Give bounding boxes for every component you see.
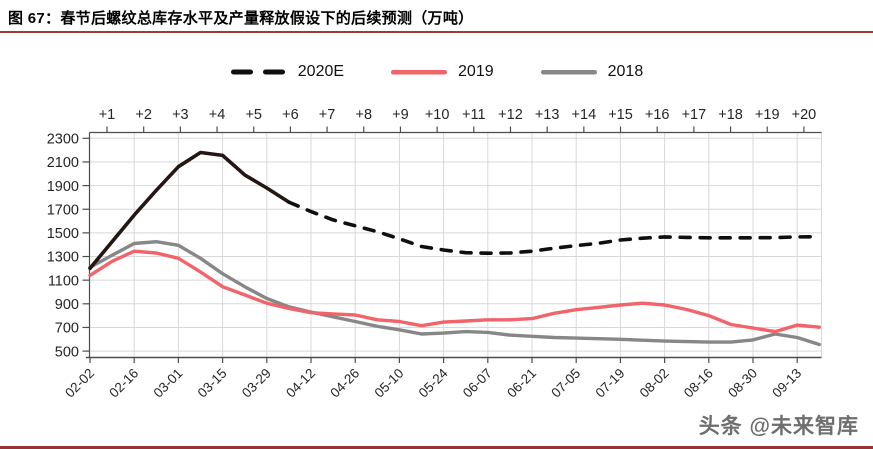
- x-axis-label: 08-30: [725, 366, 760, 401]
- top-axis-label: +13: [535, 107, 560, 123]
- series-line-2020e-forecast: [287, 200, 822, 255]
- top-axis-label: +8: [355, 107, 372, 123]
- x-axis-label: 08-16: [681, 366, 716, 401]
- legend-swatch-solid-line: [390, 63, 448, 81]
- top-axis-label: +17: [682, 107, 707, 123]
- legend-swatch-dashed-line: [230, 63, 288, 81]
- x-axis-label: 04-26: [327, 366, 362, 401]
- top-axis-label: +19: [755, 107, 780, 123]
- chart-legend: 2020E 2019 2018: [0, 60, 873, 84]
- x-axis-label: 09-13: [769, 366, 804, 401]
- top-axis-label: +12: [498, 107, 523, 123]
- solid-line-icon: [391, 70, 448, 75]
- x-axis-label: 02-02: [62, 366, 97, 401]
- x-axis-label: 03-01: [150, 366, 185, 401]
- y-axis-label: 1500: [47, 226, 79, 242]
- top-axis-label: +7: [319, 107, 336, 123]
- top-axis-label: +9: [392, 107, 409, 123]
- dashed-line-icon: [230, 69, 285, 75]
- watermark: 头条 @未来智库: [698, 415, 859, 438]
- top-axis-label: +6: [282, 107, 299, 123]
- x-axis-label: 05-10: [371, 366, 406, 401]
- solid-line-icon: [540, 70, 597, 75]
- top-axis-label: +5: [245, 107, 262, 123]
- y-axis-label: 900: [55, 297, 79, 313]
- x-axis-label: 02-16: [106, 366, 141, 401]
- x-axis-label: 08-02: [637, 366, 672, 401]
- legend-label: 2019: [458, 63, 494, 80]
- legend-item-2019: 2019: [390, 63, 494, 81]
- top-axis-label: +15: [608, 107, 633, 123]
- top-axis-label: +2: [135, 107, 152, 123]
- top-axis-label: +16: [645, 107, 670, 123]
- y-axis-label: 1100: [48, 273, 79, 289]
- top-axis-label: +3: [172, 107, 189, 123]
- legend-swatch-solid-line: [540, 63, 598, 81]
- series-line-2020e-actual: [88, 150, 291, 271]
- bottom-border-rule: [0, 446, 873, 449]
- top-axis-label: +10: [425, 107, 450, 123]
- x-axis-label: 05-24: [416, 365, 451, 400]
- top-axis-label: +1: [99, 107, 116, 123]
- y-axis-label: 2100: [47, 155, 79, 171]
- top-axis-label: +11: [462, 107, 486, 123]
- y-axis-label: 1900: [47, 179, 79, 195]
- legend-item-2018: 2018: [540, 63, 644, 81]
- figure-title: 图 67：春节后螺纹总库存水平及产量释放假设下的后续预测（万吨）: [8, 10, 474, 27]
- y-axis-label: 700: [55, 321, 79, 337]
- x-axis-label: 06-21: [504, 366, 539, 401]
- series-line-2018: [88, 239, 821, 347]
- top-axis-label: +4: [209, 107, 226, 123]
- legend-label: 2018: [607, 63, 644, 80]
- legend-item-2020e: 2020E: [230, 63, 344, 81]
- x-axis-label: 03-15: [195, 366, 230, 401]
- x-axis-label: 06-07: [460, 366, 495, 401]
- legend-label: 2020E: [297, 63, 345, 80]
- top-axis-label: +14: [572, 107, 597, 123]
- top-axis-label: +20: [792, 107, 817, 123]
- title-underline: [0, 31, 873, 33]
- top-axis-label: +18: [718, 107, 743, 123]
- y-axis-label: 1300: [47, 250, 79, 266]
- x-axis-label: 03-29: [239, 366, 274, 401]
- series-line-2019: [88, 249, 821, 334]
- x-axis-label: 07-05: [548, 366, 583, 401]
- x-axis-label: 07-19: [592, 366, 627, 401]
- y-axis-label: 1700: [47, 202, 79, 218]
- y-axis-label: 500: [55, 344, 79, 360]
- x-axis-label: 04-12: [283, 366, 318, 401]
- y-axis-label: 2300: [47, 132, 79, 148]
